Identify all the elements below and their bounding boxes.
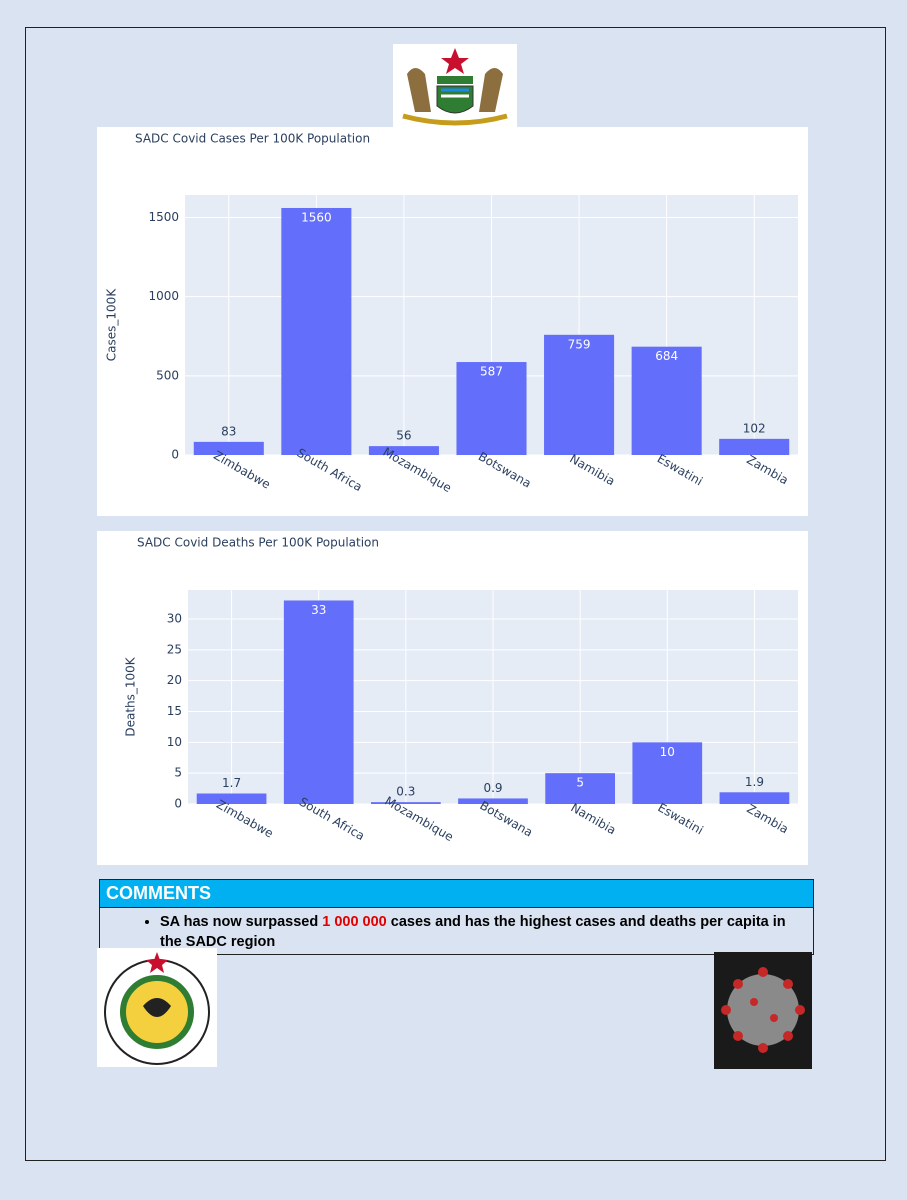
y-tick-label: 10: [167, 735, 182, 749]
page-frame: [25, 27, 886, 1161]
value-label: 5: [576, 776, 584, 790]
bar: [196, 793, 267, 804]
bar: [371, 802, 441, 804]
y-tick-label: 15: [167, 704, 182, 718]
bar: [719, 792, 790, 804]
value-label: 587: [480, 365, 503, 379]
x-tick-label: Eswatini: [655, 451, 705, 488]
bar: [281, 207, 352, 455]
value-label: 33: [311, 603, 326, 617]
comments-box: COMMENTS SA has now surpassed 1 000 000 …: [99, 879, 814, 955]
value-label: 1560: [301, 210, 332, 224]
comment-highlight: 1 000 000: [322, 914, 387, 930]
y-tick-label: 0: [174, 797, 182, 811]
value-label: 1.9: [745, 775, 764, 789]
value-label: 83: [221, 424, 236, 438]
bar: [456, 362, 527, 455]
ministry-logo: [97, 948, 217, 1067]
y-tick-label: 30: [167, 611, 182, 625]
value-label: 56: [396, 429, 411, 443]
value-label: 759: [568, 337, 591, 351]
x-tick-label: Zambia: [744, 452, 790, 487]
y-tick-label: 20: [167, 673, 182, 687]
x-tick-label: Eswatini: [655, 800, 705, 837]
value-label: 1.7: [222, 776, 241, 790]
y-axis-label: Deaths_100K: [124, 656, 138, 736]
comments-title: COMMENTS: [100, 880, 813, 908]
coat-of-arms: [393, 44, 517, 127]
bar: [368, 446, 439, 455]
y-tick-label: 1000: [148, 289, 179, 303]
virus-image: [714, 952, 812, 1069]
y-tick-label: 1500: [148, 210, 179, 224]
x-tick-label: Namibia: [568, 800, 618, 837]
x-tick-label: Zambia: [744, 801, 790, 836]
y-tick-label: 5: [174, 766, 182, 780]
bar: [458, 798, 528, 804]
comment-text: cases and has the highest cases and deat…: [160, 914, 786, 950]
comments-list: SA has now surpassed 1 000 000 cases and…: [100, 908, 813, 954]
bar: [719, 438, 790, 455]
y-axis-label: Cases_100K: [105, 288, 119, 362]
y-tick-label: 25: [167, 642, 182, 656]
comment-item: SA has now surpassed 1 000 000 cases and…: [160, 912, 803, 952]
value-label: 0.3: [396, 785, 415, 799]
value-label: 684: [655, 349, 678, 363]
value-label: 10: [660, 745, 675, 759]
y-tick-label: 500: [156, 368, 179, 382]
x-tick-label: Namibia: [567, 451, 617, 488]
bar: [632, 742, 703, 804]
chart-title: SADC Covid Deaths Per 100K Population: [137, 536, 379, 550]
comment-text: SA has now surpassed: [160, 914, 323, 930]
bar: [283, 600, 354, 804]
bar: [631, 346, 702, 455]
bar: [193, 441, 264, 455]
bar: [545, 773, 615, 804]
bar: [544, 334, 615, 455]
y-tick-label: 0: [171, 448, 179, 462]
value-label: 0.9: [483, 781, 502, 795]
value-label: 102: [743, 421, 766, 435]
chart-title: SADC Covid Cases Per 100K Population: [135, 132, 370, 146]
